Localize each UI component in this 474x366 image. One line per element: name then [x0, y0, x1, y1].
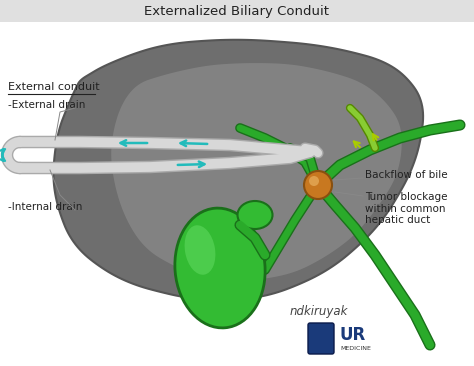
Polygon shape — [111, 63, 401, 281]
Circle shape — [309, 176, 319, 186]
Text: Backflow of bile: Backflow of bile — [365, 170, 447, 180]
FancyBboxPatch shape — [308, 323, 334, 354]
Ellipse shape — [175, 208, 265, 328]
Polygon shape — [54, 40, 423, 300]
Text: -External drain: -External drain — [8, 100, 85, 110]
Circle shape — [304, 171, 332, 199]
Ellipse shape — [184, 225, 215, 275]
FancyBboxPatch shape — [0, 0, 474, 22]
Ellipse shape — [237, 201, 273, 229]
Text: -Internal drain: -Internal drain — [8, 202, 82, 212]
Text: UR: UR — [340, 326, 366, 344]
Text: Externalized Biliary Conduit: Externalized Biliary Conduit — [145, 5, 329, 19]
Text: MEDICINE: MEDICINE — [340, 346, 371, 351]
Text: Tumor blockage
within common
hepatic duct: Tumor blockage within common hepatic duc… — [365, 192, 447, 225]
Text: External conduit: External conduit — [8, 82, 100, 92]
Text: ndkiruyak: ndkiruyak — [290, 305, 348, 318]
FancyBboxPatch shape — [0, 22, 474, 366]
